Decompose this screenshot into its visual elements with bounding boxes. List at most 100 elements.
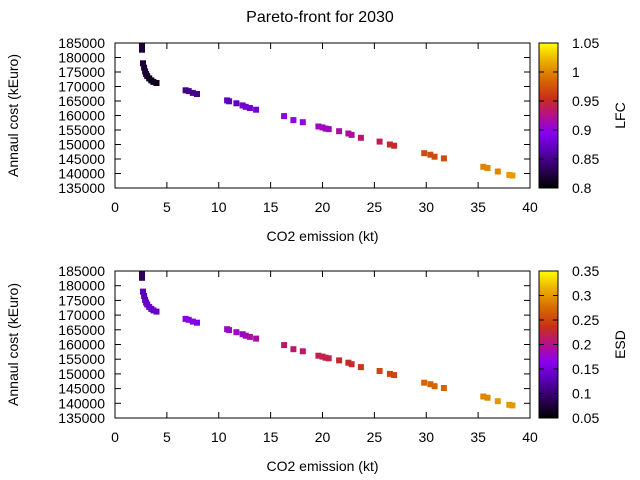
colorbar-tick-label: 0.05 [572, 410, 599, 426]
data-point [226, 327, 233, 334]
data-point [431, 153, 438, 160]
data-point [139, 46, 145, 53]
data-point [233, 329, 240, 336]
data-point [421, 150, 428, 157]
y-tick-label: 165000 [58, 93, 105, 109]
data-point [141, 293, 148, 299]
data-point [480, 163, 487, 170]
x-tick-label: 15 [263, 429, 279, 445]
data-point [322, 354, 329, 361]
x-tick-label: 0 [111, 199, 119, 215]
x-tick-label: 15 [263, 199, 279, 215]
colorbar-tick-label: 0.85 [572, 151, 599, 167]
x-tick-label: 25 [367, 199, 383, 215]
x-tick-label: 5 [163, 429, 171, 445]
data-point [239, 102, 246, 109]
y-tick-label: 140000 [58, 395, 105, 411]
data-point [290, 117, 297, 124]
data-point [325, 355, 332, 362]
data-point [509, 402, 516, 409]
data-point [139, 274, 145, 281]
x-tick-label: 30 [418, 429, 434, 445]
data-point [290, 346, 297, 353]
data-point [376, 138, 383, 145]
data-point [242, 103, 249, 110]
colorbar-tick-label: 0.25 [572, 312, 599, 328]
data-point [299, 119, 306, 126]
colorbar-label: ESD [612, 330, 628, 359]
data-point [348, 361, 355, 368]
data-point [281, 113, 288, 120]
data-point [319, 353, 326, 360]
x-tick-label: 5 [163, 199, 171, 215]
data-point [440, 385, 447, 391]
y-tick-label: 175000 [58, 64, 105, 80]
data-point [494, 168, 501, 175]
data-point [480, 393, 487, 400]
y-axis-label: Annaul cost (kEuro) [5, 283, 21, 406]
data-point [484, 394, 491, 401]
x-tick-label: 25 [367, 429, 383, 445]
x-tick-label: 10 [211, 429, 227, 445]
data-point [484, 165, 491, 171]
colorbar-tick-label: 0.3 [572, 288, 592, 304]
data-point [194, 319, 200, 326]
data-point [431, 383, 438, 390]
data-point [348, 131, 355, 138]
data-point [345, 359, 352, 366]
data-point [315, 352, 322, 359]
data-point [494, 398, 501, 405]
data-point [140, 60, 146, 67]
colorbar-label: LFC [612, 102, 628, 128]
y-tick-label: 185000 [58, 263, 105, 279]
y-tick-label: 170000 [58, 79, 105, 95]
x-tick-label: 40 [522, 199, 538, 215]
data-point [189, 89, 196, 96]
x-tick-label: 30 [418, 199, 434, 215]
data-point [182, 315, 189, 322]
x-tick-label: 20 [315, 199, 331, 215]
y-tick-label: 155000 [58, 122, 105, 138]
x-tick-label: 35 [470, 429, 486, 445]
y-tick-label: 145000 [58, 381, 105, 397]
data-point [336, 128, 343, 135]
data-point [239, 331, 246, 338]
data-point [299, 348, 306, 355]
plot-frame [114, 270, 531, 419]
y-tick-label: 170000 [58, 307, 105, 323]
x-tick-label: 35 [470, 199, 486, 215]
data-point [150, 307, 157, 314]
x-tick-label: 0 [111, 429, 119, 445]
y-tick-label: 160000 [58, 337, 105, 353]
data-point [376, 368, 383, 374]
data-point [357, 134, 364, 141]
data-point [427, 381, 434, 388]
data-point [427, 151, 434, 158]
data-point [246, 333, 253, 340]
data-point [391, 372, 398, 379]
data-point [391, 142, 398, 149]
data-point [153, 308, 160, 315]
colorbar-tick-label: 1.05 [572, 35, 599, 51]
x-tick-label: 40 [522, 429, 538, 445]
x-axis-label: CO2 emission (kt) [266, 458, 378, 474]
data-point [336, 357, 343, 364]
y-tick-label: 150000 [58, 137, 105, 153]
data-point [386, 141, 393, 148]
y-axis-label: Annaul cost (kEuro) [5, 54, 21, 177]
data-point [139, 42, 145, 49]
data-point [322, 125, 329, 132]
data-point [506, 171, 513, 178]
data-point [246, 105, 253, 111]
plot-frame [114, 42, 531, 189]
data-point [242, 332, 249, 339]
colorbar-tick-label: 0.35 [572, 263, 599, 279]
x-axis-label: CO2 emission (kt) [266, 228, 378, 244]
y-tick-label: 175000 [58, 292, 105, 308]
y-tick-label: 140000 [58, 166, 105, 182]
x-tick-label: 20 [315, 429, 331, 445]
chart-panel-2: 0 5 10 15 20 25 30 35 40 135000140000145000150000… [5, 263, 628, 474]
data-point [253, 335, 260, 342]
data-point [139, 270, 145, 277]
data-point [140, 288, 146, 295]
